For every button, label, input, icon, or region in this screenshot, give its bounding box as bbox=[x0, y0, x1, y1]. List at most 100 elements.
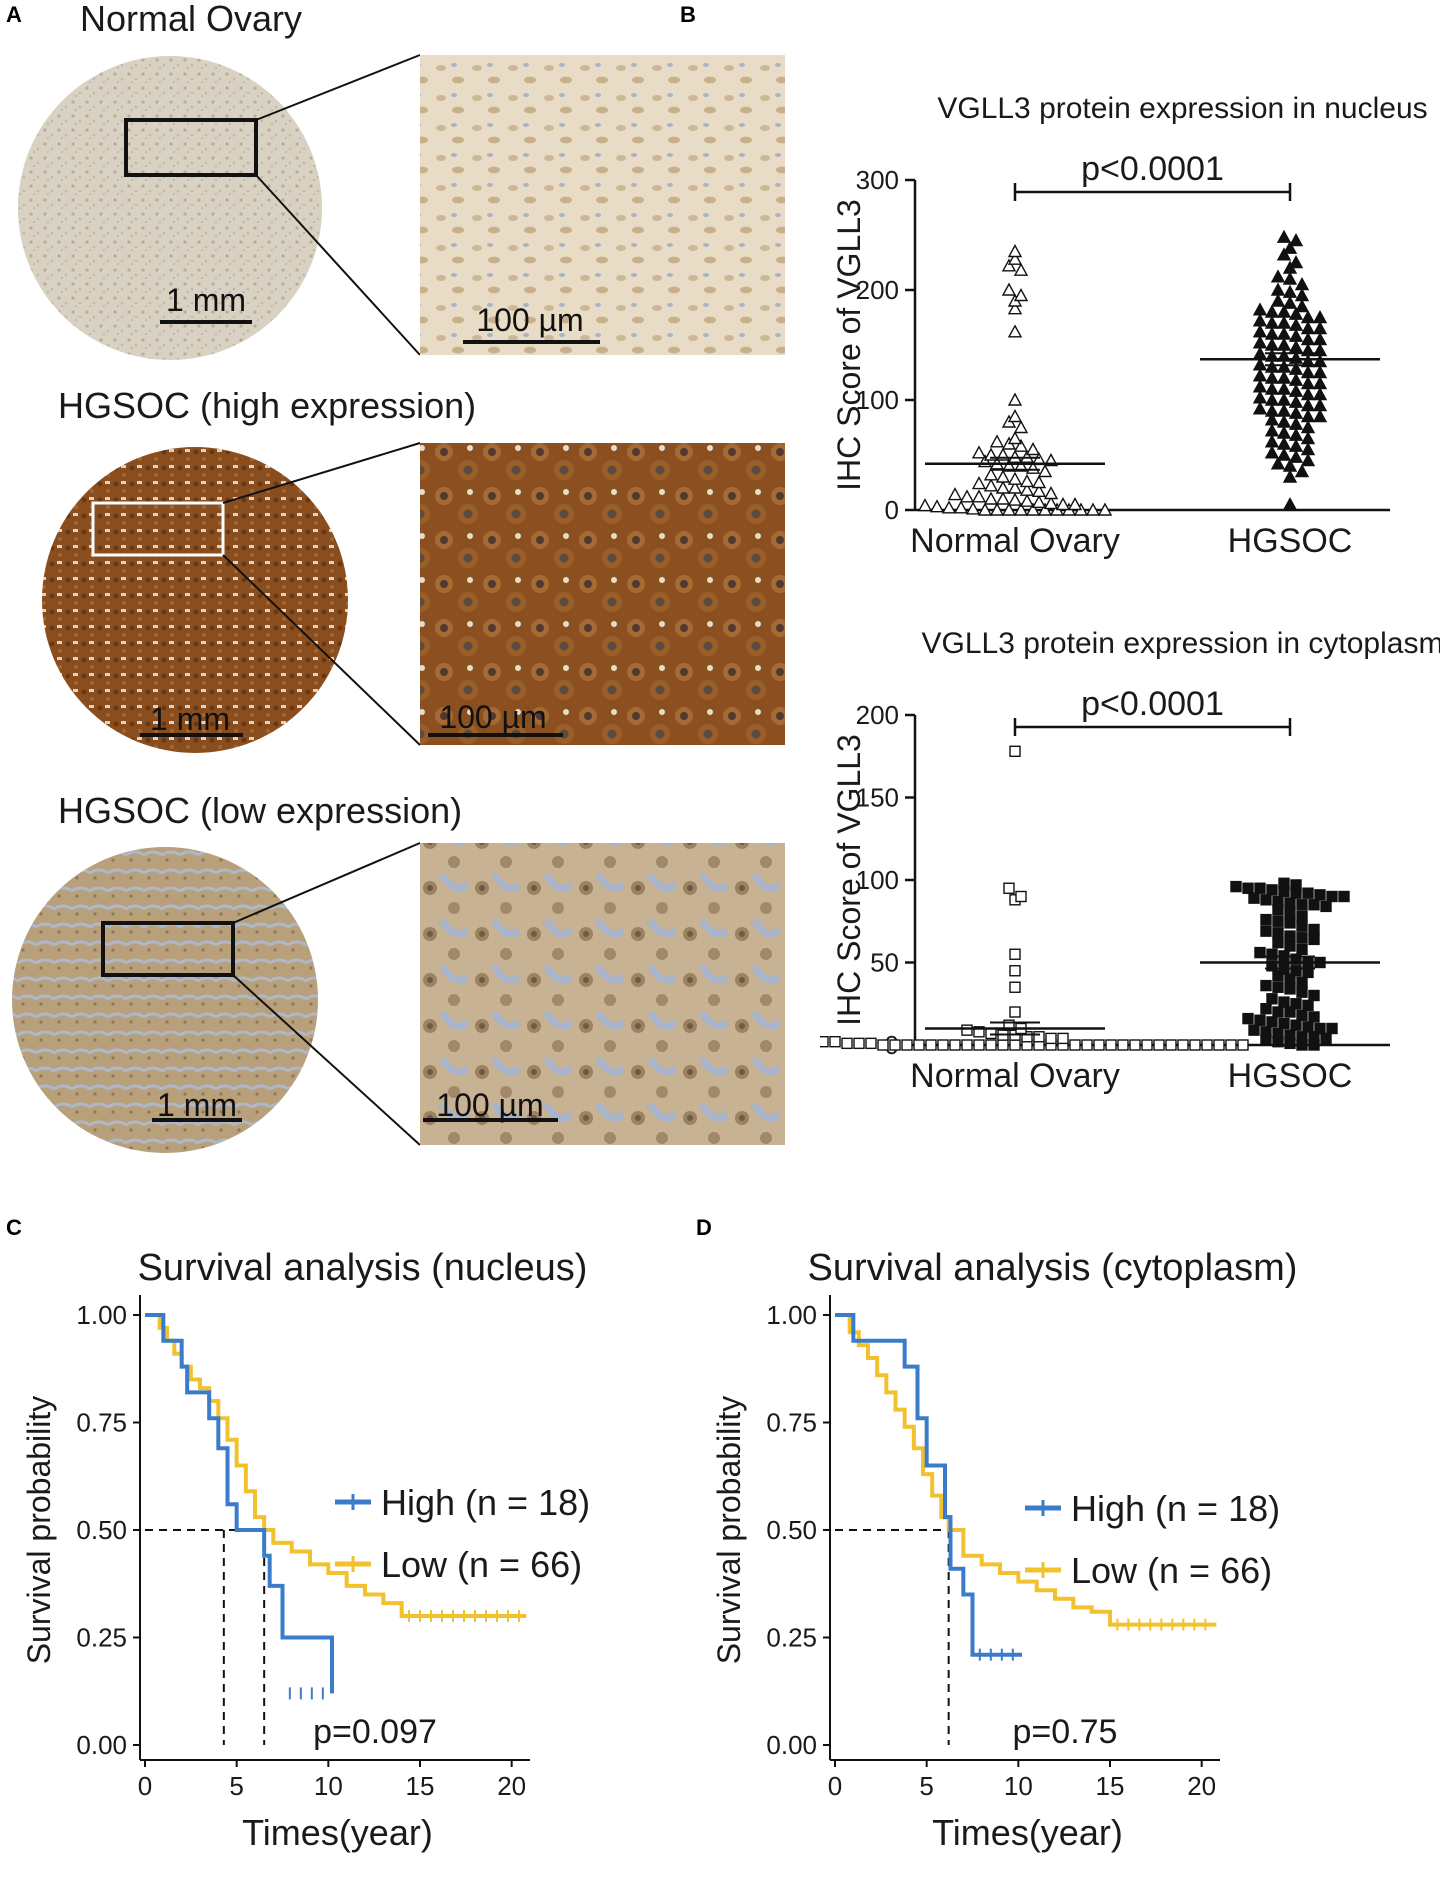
data-point bbox=[1282, 284, 1298, 298]
data-point bbox=[1264, 423, 1280, 437]
data-point bbox=[1015, 890, 1027, 903]
data-point bbox=[1300, 442, 1316, 456]
data-point bbox=[1290, 879, 1302, 891]
y-tick-label: 0.00 bbox=[766, 1730, 817, 1760]
data-point bbox=[1260, 1003, 1272, 1015]
data-point bbox=[995, 469, 1011, 483]
x-axis-label: Times(year) bbox=[932, 1812, 1123, 1853]
data-point bbox=[1296, 920, 1308, 932]
data-point bbox=[1288, 427, 1304, 441]
data-point bbox=[1296, 976, 1308, 988]
x-axis-label: Times(year) bbox=[242, 1812, 433, 1853]
data-point bbox=[1097, 502, 1113, 516]
data-point bbox=[1270, 293, 1286, 307]
data-point bbox=[1312, 310, 1328, 324]
data-point bbox=[1282, 271, 1298, 285]
data-point bbox=[1270, 269, 1286, 283]
data-point bbox=[1254, 946, 1266, 959]
data-point bbox=[1308, 1011, 1320, 1023]
data-point bbox=[1276, 414, 1292, 428]
zoom-image-normal bbox=[420, 55, 785, 355]
tissue-core-high bbox=[42, 447, 348, 753]
data-point bbox=[1003, 1019, 1015, 1031]
data-point bbox=[1288, 339, 1304, 353]
data-point bbox=[1252, 357, 1268, 371]
data-point bbox=[1312, 387, 1328, 401]
data-point bbox=[1009, 1039, 1021, 1051]
y-tick-label: 1.00 bbox=[76, 1300, 127, 1330]
chart-title: VGLL3 protein expression in nucleus bbox=[937, 92, 1427, 125]
data-point bbox=[1288, 438, 1304, 452]
scatter-chart-cytoplasm: VGLL3 protein expression in cytoplasm050… bbox=[820, 627, 1440, 1095]
p-value-label: p<0.0001 bbox=[1081, 150, 1224, 188]
data-point bbox=[1037, 502, 1053, 516]
data-point bbox=[1284, 897, 1296, 909]
panel-letter-a: A bbox=[6, 2, 22, 27]
data-point bbox=[1308, 923, 1320, 936]
data-point bbox=[1013, 420, 1029, 434]
data-point bbox=[1300, 310, 1316, 324]
data-point bbox=[947, 487, 963, 501]
scale-label: 1 mm bbox=[157, 1087, 237, 1123]
data-point bbox=[1213, 1039, 1225, 1051]
data-point bbox=[1248, 1024, 1260, 1036]
x-category-label: HGSOC bbox=[1228, 522, 1353, 560]
zoom-image-low bbox=[420, 843, 785, 1145]
data-point bbox=[1242, 1012, 1254, 1025]
data-point bbox=[937, 1039, 949, 1051]
data-point bbox=[1312, 365, 1328, 379]
data-point bbox=[1264, 326, 1280, 340]
data-point bbox=[1001, 282, 1017, 296]
data-point bbox=[1013, 262, 1029, 276]
zoom-image-high bbox=[420, 443, 785, 745]
survival-chart-cytoplasm: Survival analysis (cytoplasm) 0.00 0.25 0.5… bbox=[711, 1247, 1297, 1853]
data-point bbox=[1019, 473, 1035, 488]
data-point bbox=[889, 1039, 901, 1051]
panel-letter-b: B bbox=[680, 2, 696, 27]
data-point bbox=[997, 1039, 1009, 1051]
x-tick-label: 10 bbox=[314, 1771, 343, 1801]
data-point bbox=[925, 1039, 937, 1051]
data-point bbox=[983, 491, 999, 505]
data-point bbox=[1264, 392, 1280, 406]
data-point bbox=[1252, 401, 1268, 415]
data-point bbox=[1264, 359, 1280, 373]
y-tick-label: 0.25 bbox=[766, 1623, 817, 1653]
data-point bbox=[1276, 315, 1292, 329]
data-point bbox=[1300, 354, 1316, 368]
panel-letter-c: C bbox=[6, 1215, 22, 1240]
data-point bbox=[977, 502, 993, 516]
data-point bbox=[1033, 1031, 1045, 1043]
data-point bbox=[1294, 277, 1310, 291]
data-point bbox=[1300, 431, 1316, 445]
data-point bbox=[1288, 255, 1304, 269]
data-point bbox=[1320, 900, 1332, 913]
histology-title-high: HGSOC (high expression) bbox=[58, 385, 477, 426]
data-point bbox=[1300, 420, 1316, 434]
data-point bbox=[1007, 471, 1023, 485]
data-point bbox=[1314, 889, 1326, 901]
data-point bbox=[1252, 302, 1268, 316]
data-point bbox=[1007, 244, 1023, 258]
x-tick-label: 20 bbox=[1187, 1771, 1216, 1801]
data-point bbox=[1013, 458, 1029, 472]
data-point bbox=[1264, 381, 1280, 395]
data-point bbox=[1264, 434, 1280, 448]
data-point bbox=[1288, 372, 1304, 386]
data-point bbox=[1007, 409, 1023, 423]
data-point bbox=[1237, 1039, 1249, 1051]
x-tick-label: 0 bbox=[828, 1771, 842, 1801]
data-point bbox=[965, 501, 981, 515]
data-point bbox=[1067, 497, 1083, 511]
data-point bbox=[1266, 960, 1278, 972]
data-point bbox=[1252, 324, 1268, 338]
data-point bbox=[1260, 894, 1272, 906]
data-point bbox=[1276, 403, 1292, 417]
scale-label: 1 mm bbox=[150, 701, 230, 737]
tissue-core-low bbox=[12, 847, 318, 1153]
y-tick-label: 0 bbox=[885, 495, 899, 525]
data-point bbox=[865, 1037, 877, 1050]
histology-title-normal: Normal Ovary bbox=[80, 0, 303, 39]
data-point bbox=[1302, 887, 1314, 899]
data-point bbox=[1201, 1039, 1213, 1051]
